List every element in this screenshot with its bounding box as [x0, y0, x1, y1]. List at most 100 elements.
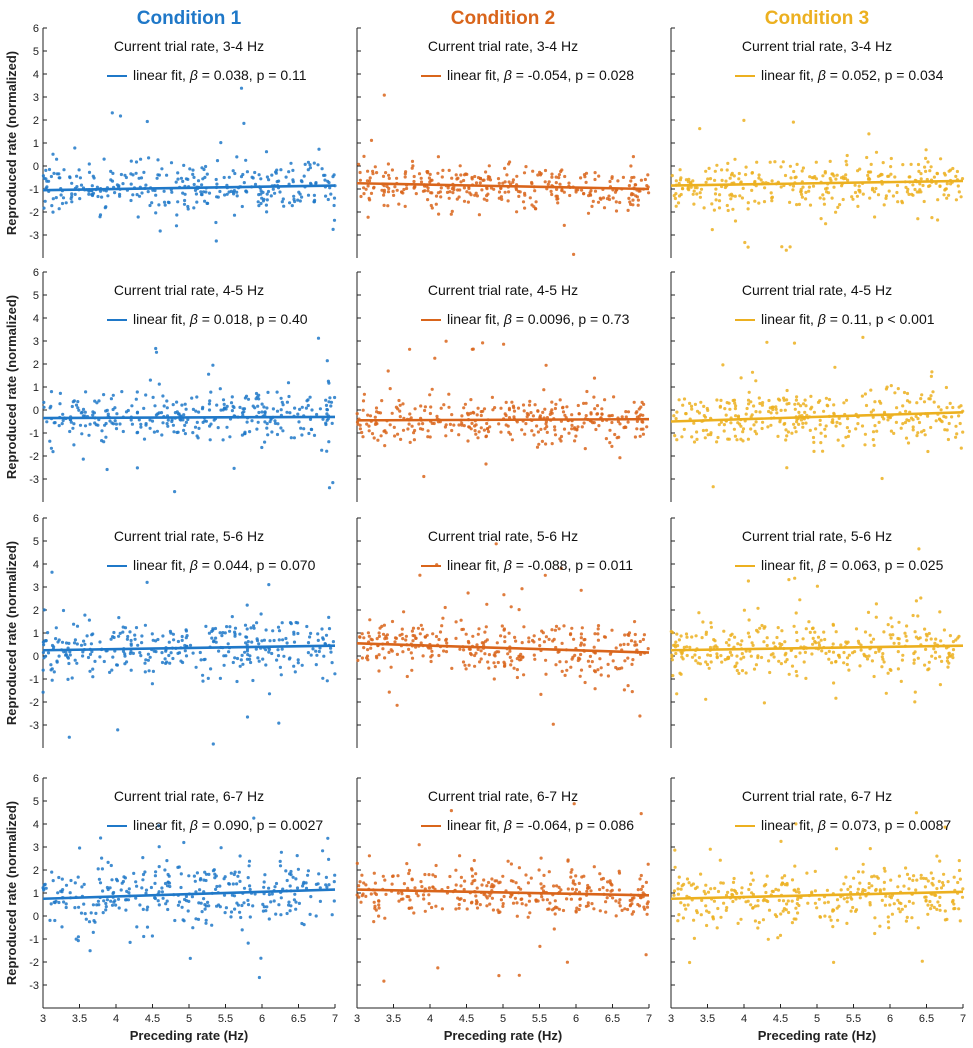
data-point [172, 638, 176, 642]
data-point [754, 432, 759, 436]
data-point [259, 612, 263, 616]
data-point [211, 363, 215, 367]
data-point [702, 206, 706, 210]
data-point [167, 640, 171, 644]
x-tick-label: 5 [500, 1013, 506, 1025]
data-point [257, 193, 261, 197]
data-point [327, 486, 332, 490]
data-point [882, 866, 886, 871]
data-point [804, 676, 808, 681]
data-point [502, 593, 506, 597]
data-point [882, 887, 886, 891]
data-point [718, 858, 722, 862]
data-point [230, 395, 234, 399]
data-point [93, 421, 97, 425]
data-point [282, 204, 286, 208]
data-point [810, 176, 814, 180]
data-point [542, 884, 546, 888]
data-point [538, 944, 542, 949]
data-point [858, 881, 862, 885]
data-point [437, 637, 441, 642]
data-point [801, 402, 806, 406]
data-point [196, 917, 201, 922]
data-point [162, 200, 167, 204]
data-point [428, 435, 432, 439]
data-point [134, 626, 139, 630]
data-point [704, 630, 709, 634]
data-point [270, 892, 274, 896]
data-point [634, 194, 638, 198]
data-point [380, 399, 384, 403]
data-point [554, 905, 558, 909]
data-point [711, 915, 715, 919]
data-point [692, 936, 697, 941]
data-point [146, 905, 150, 909]
data-point [871, 438, 875, 442]
data-point [724, 908, 728, 913]
data-point [540, 439, 545, 443]
data-point [204, 878, 208, 883]
data-point [163, 657, 167, 661]
y-tick-label: 3 [33, 336, 39, 348]
data-point [521, 200, 526, 204]
data-point [708, 177, 713, 181]
data-point [709, 621, 713, 625]
scatter-points [672, 335, 965, 489]
data-point [828, 915, 832, 919]
data-point [223, 193, 227, 197]
data-point [767, 409, 771, 414]
data-point [49, 390, 54, 394]
data-point [455, 197, 459, 201]
data-point [676, 887, 680, 891]
data-point [332, 203, 336, 208]
data-point [509, 605, 513, 609]
data-point [397, 899, 401, 903]
x-tick-label: 7 [646, 1013, 652, 1025]
data-point [934, 893, 938, 898]
data-point [153, 404, 157, 408]
panel-title: Current trial rate, 3-4 Hz [742, 38, 892, 54]
data-point [835, 898, 840, 902]
data-point [784, 908, 788, 912]
data-point [140, 641, 144, 645]
y-axis-label: Reproduced rate (normalized) [4, 801, 19, 985]
data-point [631, 910, 636, 914]
y-tick-label: 0 [33, 405, 39, 417]
data-point [458, 188, 462, 192]
data-point [209, 667, 213, 671]
data-point [809, 394, 813, 398]
data-point [142, 934, 146, 939]
data-point [513, 896, 518, 900]
data-point [374, 908, 378, 912]
data-point [579, 652, 583, 657]
data-point [197, 426, 201, 430]
data-point [679, 634, 683, 638]
scatter-points [672, 811, 965, 965]
data-point [705, 923, 709, 928]
x-tick-label: 6 [259, 1013, 265, 1025]
data-point [676, 881, 680, 885]
data-point [492, 661, 496, 665]
data-point [828, 159, 832, 163]
data-point [785, 398, 789, 402]
data-point [153, 881, 157, 886]
data-point [227, 882, 231, 886]
data-point [616, 420, 621, 424]
data-point [484, 170, 488, 174]
y-tick-label: -3 [29, 230, 39, 242]
data-point [645, 184, 649, 188]
data-point [907, 192, 911, 196]
data-point [729, 197, 733, 201]
data-point [393, 185, 397, 189]
data-point [281, 197, 285, 201]
data-point [643, 177, 648, 182]
data-point [93, 399, 97, 403]
data-point [942, 628, 947, 632]
data-point [200, 910, 204, 914]
data-point [406, 427, 410, 431]
y-tick-label: 2 [33, 865, 39, 877]
data-point [889, 636, 893, 640]
data-point [90, 633, 94, 637]
data-point [900, 907, 904, 911]
data-point [844, 159, 848, 163]
